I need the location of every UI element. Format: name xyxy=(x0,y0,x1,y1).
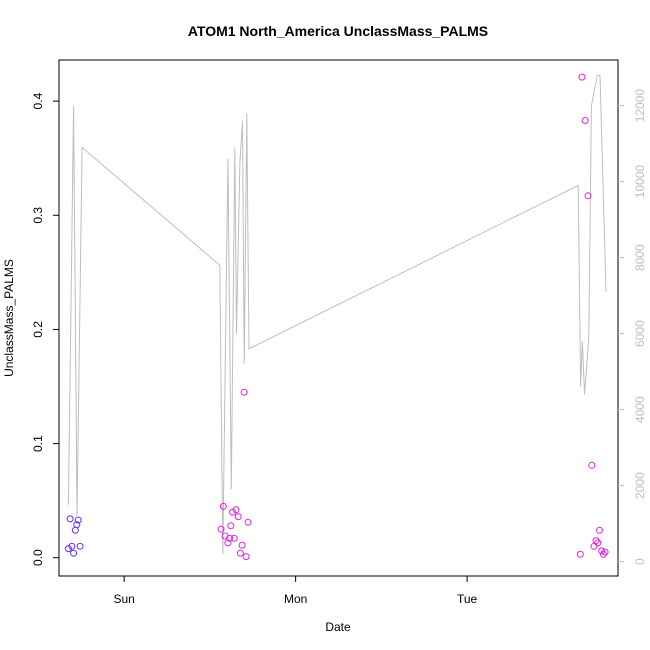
data-point xyxy=(576,550,584,558)
series-line xyxy=(67,74,607,555)
data-point xyxy=(226,534,234,542)
chart-title: ATOM1 North_America UnclassMass_PALMS xyxy=(188,23,488,39)
plot-frame xyxy=(58,59,619,577)
data-point xyxy=(238,541,246,549)
data-point xyxy=(584,192,592,200)
data-point xyxy=(219,502,227,510)
data-point xyxy=(598,547,606,555)
line-layer xyxy=(67,74,607,555)
data-point xyxy=(64,545,72,553)
right-y-axis: 0 2000 4000 6000 8000 10000 12000 xyxy=(618,89,647,565)
data-point xyxy=(227,522,235,530)
data-point xyxy=(236,549,244,557)
data-point xyxy=(234,513,242,521)
y-tick-label: 0.2 xyxy=(31,321,45,338)
x-tick-label: Mon xyxy=(284,592,307,606)
data-point xyxy=(76,542,84,550)
y-tick-label: 0.1 xyxy=(31,435,45,452)
data-point xyxy=(68,542,76,550)
x-axis: Sun Mon Tue xyxy=(113,576,478,606)
y-axis-label: UnclassMass_PALMS xyxy=(2,259,16,377)
y2-tick-label: 8000 xyxy=(633,244,647,271)
y2-tick-label: 12000 xyxy=(633,89,647,123)
data-point xyxy=(73,521,81,529)
data-point xyxy=(71,526,79,534)
data-point xyxy=(588,461,596,469)
data-point xyxy=(224,539,232,547)
y-axis: 0.0 0.1 0.2 0.3 0.4 xyxy=(31,92,59,566)
y2-tick-label: 0 xyxy=(633,558,647,565)
data-point xyxy=(581,117,589,124)
y-tick-label: 0.0 xyxy=(31,549,45,566)
points-layer xyxy=(64,73,609,561)
y2-tick-label: 4000 xyxy=(633,396,647,423)
x-axis-label: Date xyxy=(325,620,351,634)
data-point xyxy=(66,515,74,523)
data-point xyxy=(596,526,603,534)
data-point xyxy=(70,549,78,557)
x-tick-label: Tue xyxy=(457,592,478,606)
y2-tick-label: 6000 xyxy=(633,320,647,347)
data-point xyxy=(244,518,252,526)
y2-tick-label: 2000 xyxy=(633,472,647,499)
data-point xyxy=(242,553,250,561)
data-point xyxy=(217,525,225,533)
data-point xyxy=(74,516,82,524)
y2-tick-label: 10000 xyxy=(633,165,647,199)
data-point xyxy=(590,542,598,550)
data-point xyxy=(601,548,609,556)
y-tick-label: 0.4 xyxy=(31,92,45,109)
data-point xyxy=(229,508,236,516)
data-point xyxy=(230,534,238,542)
data-point xyxy=(240,388,248,396)
data-point xyxy=(594,539,602,547)
y-tick-label: 0.3 xyxy=(31,207,45,224)
data-point xyxy=(232,506,240,514)
data-point xyxy=(578,73,586,81)
x-tick-label: Sun xyxy=(113,592,134,606)
